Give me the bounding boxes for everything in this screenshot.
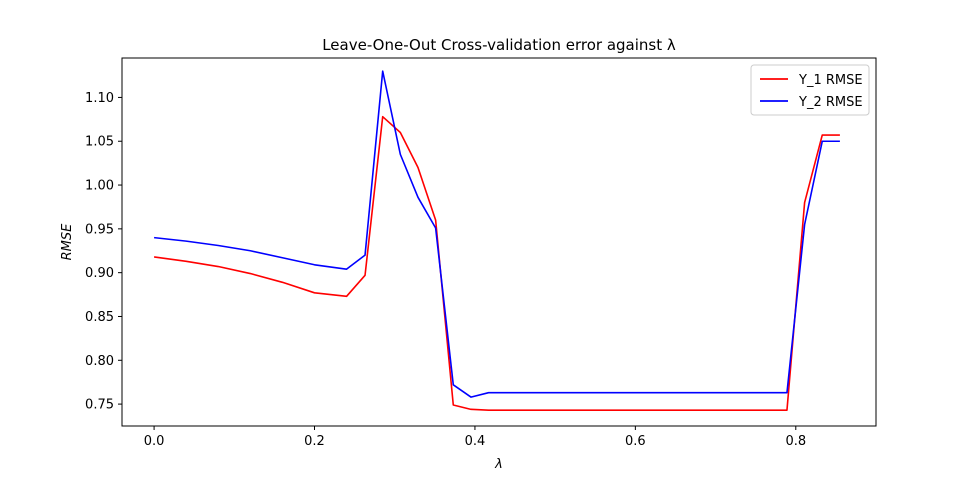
chart-title: Leave-One-Out Cross-validation error aga… bbox=[322, 36, 676, 54]
y-tick-label: 1.05 bbox=[85, 135, 114, 150]
y-tick-label: 1.00 bbox=[85, 179, 114, 194]
y-tick-label: 0.75 bbox=[85, 398, 114, 413]
series-line-2 bbox=[154, 70, 840, 398]
y-tick-label: 0.80 bbox=[85, 354, 114, 369]
legend-box bbox=[750, 64, 870, 116]
x-tick-label: 0.6 bbox=[625, 434, 646, 449]
legend: Y_1 RMSE Y_2 RMSE bbox=[750, 64, 870, 116]
plot-area-frame bbox=[121, 57, 877, 427]
y-tick-label: 0.95 bbox=[85, 222, 114, 237]
y-tick-label: 1.10 bbox=[85, 91, 114, 106]
x-tick-label: 0.2 bbox=[304, 434, 325, 449]
x-tick-label: 0.8 bbox=[785, 434, 806, 449]
x-tick-label: 0.0 bbox=[144, 434, 165, 449]
legend-label-1: Y_1 RMSE bbox=[798, 73, 863, 88]
series-layer bbox=[153, 70, 840, 412]
x-tick-label: 0.4 bbox=[465, 434, 486, 449]
series-line-1 bbox=[153, 115, 840, 412]
y-axis-ticks: 0.75 0.80 0.85 0.90 0.95 1.00 1.05 1.10 bbox=[85, 91, 122, 413]
x-axis-ticks: 0.0 0.2 0.4 0.6 0.8 bbox=[144, 426, 806, 449]
y-tick-label: 0.85 bbox=[85, 310, 114, 325]
x-axis-label: λ bbox=[494, 457, 503, 472]
y-tick-label: 0.90 bbox=[85, 266, 114, 281]
y-axis-label: RMSE bbox=[60, 223, 75, 261]
legend-label-2: Y_2 RMSE bbox=[798, 95, 863, 110]
